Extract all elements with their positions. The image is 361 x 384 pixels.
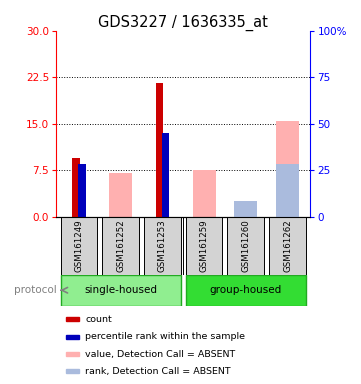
- Bar: [269, 217, 306, 275]
- Bar: [66, 317, 79, 321]
- Title: GDS3227 / 1636335_at: GDS3227 / 1636335_at: [98, 15, 268, 31]
- Bar: [144, 217, 181, 275]
- Bar: [193, 170, 216, 217]
- Text: rank, Detection Call = ABSENT: rank, Detection Call = ABSENT: [85, 367, 231, 376]
- Bar: [66, 335, 79, 339]
- Text: GSM161259: GSM161259: [200, 219, 209, 272]
- Bar: [61, 217, 97, 275]
- Text: GSM161252: GSM161252: [116, 219, 125, 272]
- Bar: [227, 217, 264, 275]
- Bar: [61, 275, 181, 306]
- Bar: [186, 217, 222, 275]
- Bar: [102, 217, 139, 275]
- Text: GSM161253: GSM161253: [158, 219, 167, 272]
- Text: GSM161260: GSM161260: [241, 219, 250, 272]
- Bar: [78, 164, 86, 217]
- Bar: [66, 352, 79, 356]
- Bar: [234, 209, 257, 217]
- Text: GSM161262: GSM161262: [283, 219, 292, 272]
- Text: count: count: [85, 314, 112, 324]
- Bar: [276, 164, 299, 217]
- Text: percentile rank within the sample: percentile rank within the sample: [85, 333, 245, 341]
- Text: value, Detection Call = ABSENT: value, Detection Call = ABSENT: [85, 349, 235, 359]
- Text: GSM161249: GSM161249: [74, 219, 83, 272]
- Bar: [186, 275, 306, 306]
- Text: group-housed: group-housed: [210, 285, 282, 295]
- Bar: [109, 174, 132, 217]
- Bar: [66, 369, 79, 373]
- Bar: [161, 133, 169, 217]
- Bar: [156, 83, 163, 217]
- Text: protocol: protocol: [14, 285, 56, 295]
- Bar: [72, 158, 80, 217]
- Text: single-housed: single-housed: [84, 285, 157, 295]
- Bar: [234, 201, 257, 217]
- Bar: [276, 121, 299, 217]
